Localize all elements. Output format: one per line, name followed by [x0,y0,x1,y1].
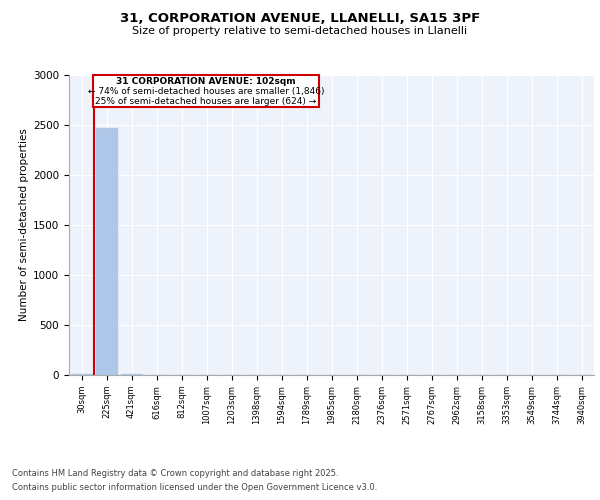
Text: ← 74% of semi-detached houses are smaller (1,846): ← 74% of semi-detached houses are smalle… [88,87,324,96]
Bar [71,374,92,375]
Text: 25% of semi-detached houses are larger (624) →: 25% of semi-detached houses are larger (… [95,97,317,106]
Text: 31 CORPORATION AVENUE: 102sqm: 31 CORPORATION AVENUE: 102sqm [116,77,296,86]
Text: Size of property relative to semi-detached houses in Llanelli: Size of property relative to semi-detach… [133,26,467,36]
Bar [96,128,117,375]
FancyBboxPatch shape [93,75,319,107]
Y-axis label: Number of semi-detached properties: Number of semi-detached properties [19,128,29,322]
Text: Contains HM Land Registry data © Crown copyright and database right 2025.: Contains HM Land Registry data © Crown c… [12,468,338,477]
Bar [121,374,142,375]
Text: 31, CORPORATION AVENUE, LLANELLI, SA15 3PF: 31, CORPORATION AVENUE, LLANELLI, SA15 3… [120,12,480,26]
Text: Contains public sector information licensed under the Open Government Licence v3: Contains public sector information licen… [12,484,377,492]
